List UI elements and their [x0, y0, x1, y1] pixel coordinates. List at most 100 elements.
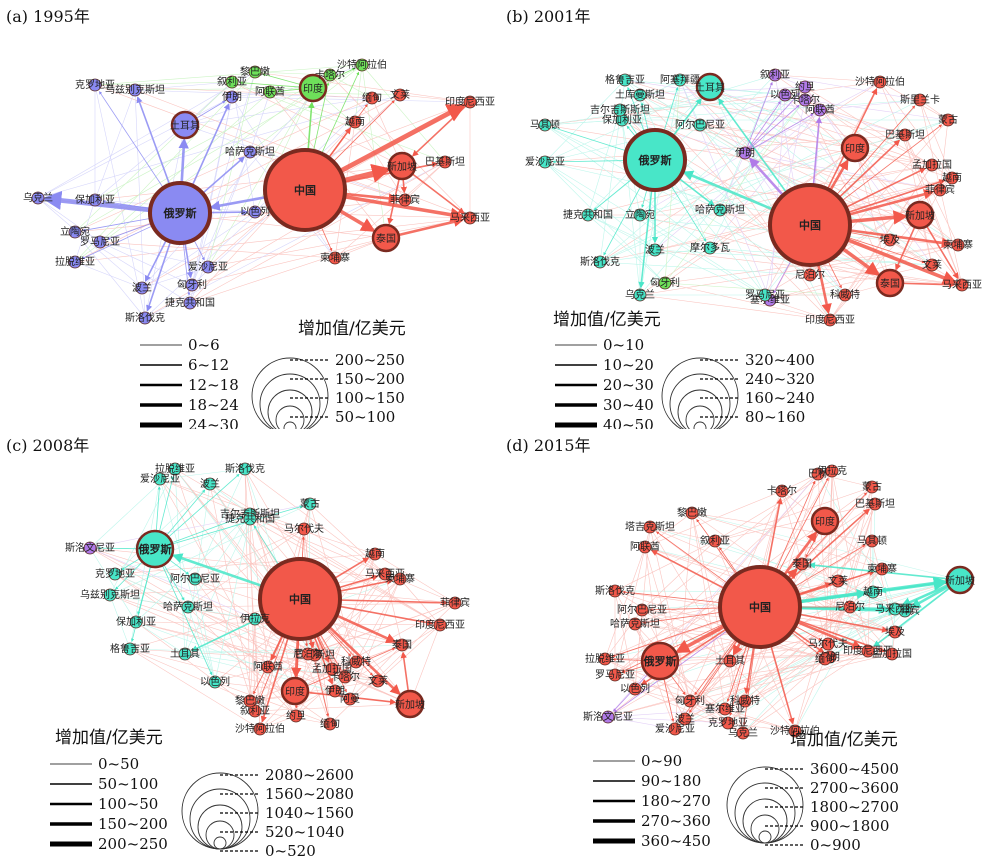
edge-minor	[691, 512, 726, 710]
edge-minor	[801, 563, 896, 610]
edge	[306, 647, 396, 687]
node-circle	[181, 600, 195, 614]
panel-2008: (c) 2008年 中国 俄罗斯 土耳其 印度 新加坡 泰国 菲律宾 印度尼西亚 马来西亚 越南 柬埔…	[0, 429, 500, 858]
edge	[328, 103, 368, 158]
edge-minor	[189, 237, 387, 304]
node-label: 俄罗斯	[138, 542, 172, 556]
node-circle	[608, 668, 622, 682]
node-circle	[463, 211, 477, 225]
node: 缅甸	[815, 652, 835, 666]
node: 尼泊尔	[835, 600, 865, 614]
edge-minor	[691, 512, 744, 734]
node-circle	[810, 506, 840, 536]
node-circle	[633, 88, 647, 102]
edge-minor	[377, 624, 441, 682]
edge	[778, 477, 829, 572]
node: 印度	[298, 73, 328, 103]
node: 乌兹别克斯坦	[105, 83, 165, 97]
node-label: 塞尔维亚	[705, 702, 745, 715]
node: 捷克共和国	[225, 512, 275, 526]
edge-minor	[641, 609, 731, 662]
edge-minor	[544, 79, 626, 163]
edge-legend-label: 270~360	[641, 812, 711, 830]
node-circle	[538, 118, 552, 132]
node: 格鲁吉亚	[110, 642, 150, 656]
node: 尼泊尔	[293, 647, 323, 661]
edge-minor	[769, 299, 831, 321]
edge-minor	[544, 161, 771, 301]
edge-legend-label: 200~250	[98, 835, 168, 853]
node: 黎巴嫩	[235, 694, 265, 708]
node-circle	[168, 462, 182, 476]
node-circle	[248, 612, 262, 626]
edge-minor	[244, 468, 261, 730]
edge-minor	[634, 473, 819, 625]
node-circle	[868, 497, 882, 511]
node-legend-circle	[267, 389, 313, 429]
node: 波兰	[675, 712, 695, 726]
edge-minor	[804, 86, 963, 286]
edge	[794, 625, 822, 641]
edge-minor	[819, 109, 906, 136]
edge-minor	[135, 621, 186, 655]
node-legend-label: 1560~2080	[265, 785, 354, 803]
node-circle	[248, 704, 262, 718]
node-label: 叙利亚	[760, 68, 790, 81]
node-label: 马来西亚	[450, 212, 490, 224]
edge-minor	[134, 89, 373, 99]
node-legend-circle	[750, 814, 780, 844]
node: 阿塞拜疆	[660, 73, 700, 87]
edge-minor	[159, 478, 297, 717]
edge-minor	[129, 648, 261, 730]
node-circle	[905, 200, 935, 230]
node-label: 新加坡	[905, 209, 935, 222]
node: 文莱	[922, 258, 942, 272]
edge-minor	[544, 161, 666, 284]
node: 印度尼西亚	[415, 618, 465, 632]
node-circle	[225, 90, 239, 104]
edge-minor	[744, 656, 831, 702]
node-legend-label: 240~320	[745, 370, 815, 388]
node: 泰国	[875, 268, 905, 298]
edge-minor	[74, 94, 401, 263]
node-circle	[123, 642, 137, 656]
node: 哈萨克斯坦	[610, 617, 660, 631]
edge-minor	[544, 124, 701, 163]
edge-minor	[624, 79, 821, 111]
node: 斯洛伐克	[125, 311, 165, 325]
node-label: 爱沙尼亚	[655, 722, 695, 735]
node-label: 立陶宛	[60, 225, 90, 238]
edge-minor	[679, 79, 746, 154]
node: 中国	[718, 565, 802, 649]
edge	[812, 116, 823, 186]
edge-minor	[689, 653, 893, 702]
edge-minor	[819, 99, 921, 111]
node-circle	[343, 692, 357, 706]
node-circle	[723, 654, 737, 668]
edge-minor	[314, 573, 386, 656]
edge-minor	[654, 94, 786, 251]
node: 蒙古	[300, 497, 320, 511]
node: 波兰	[132, 281, 152, 295]
edge	[552, 160, 626, 164]
node-label: 新加坡	[945, 574, 975, 587]
node-circle	[185, 278, 199, 292]
node-label: 爱沙尼亚	[525, 155, 565, 168]
node-legend-circle	[181, 772, 259, 850]
node-label: 塔吉克斯坦	[625, 520, 675, 533]
edge	[339, 599, 449, 606]
edge-minor	[189, 151, 251, 304]
node-label: 叙利亚	[240, 704, 270, 717]
node: 中国	[258, 557, 342, 641]
edge	[766, 497, 783, 568]
edge	[742, 646, 756, 726]
node-circle	[718, 565, 802, 649]
edge	[797, 582, 832, 596]
node-label: 阿联酋	[255, 85, 285, 98]
edge	[726, 644, 748, 703]
node-legend-circle	[213, 836, 227, 850]
node: 拉脱维亚	[155, 462, 195, 476]
node-circle	[393, 572, 407, 586]
edge-minor	[329, 74, 373, 99]
node-circle	[538, 155, 552, 169]
